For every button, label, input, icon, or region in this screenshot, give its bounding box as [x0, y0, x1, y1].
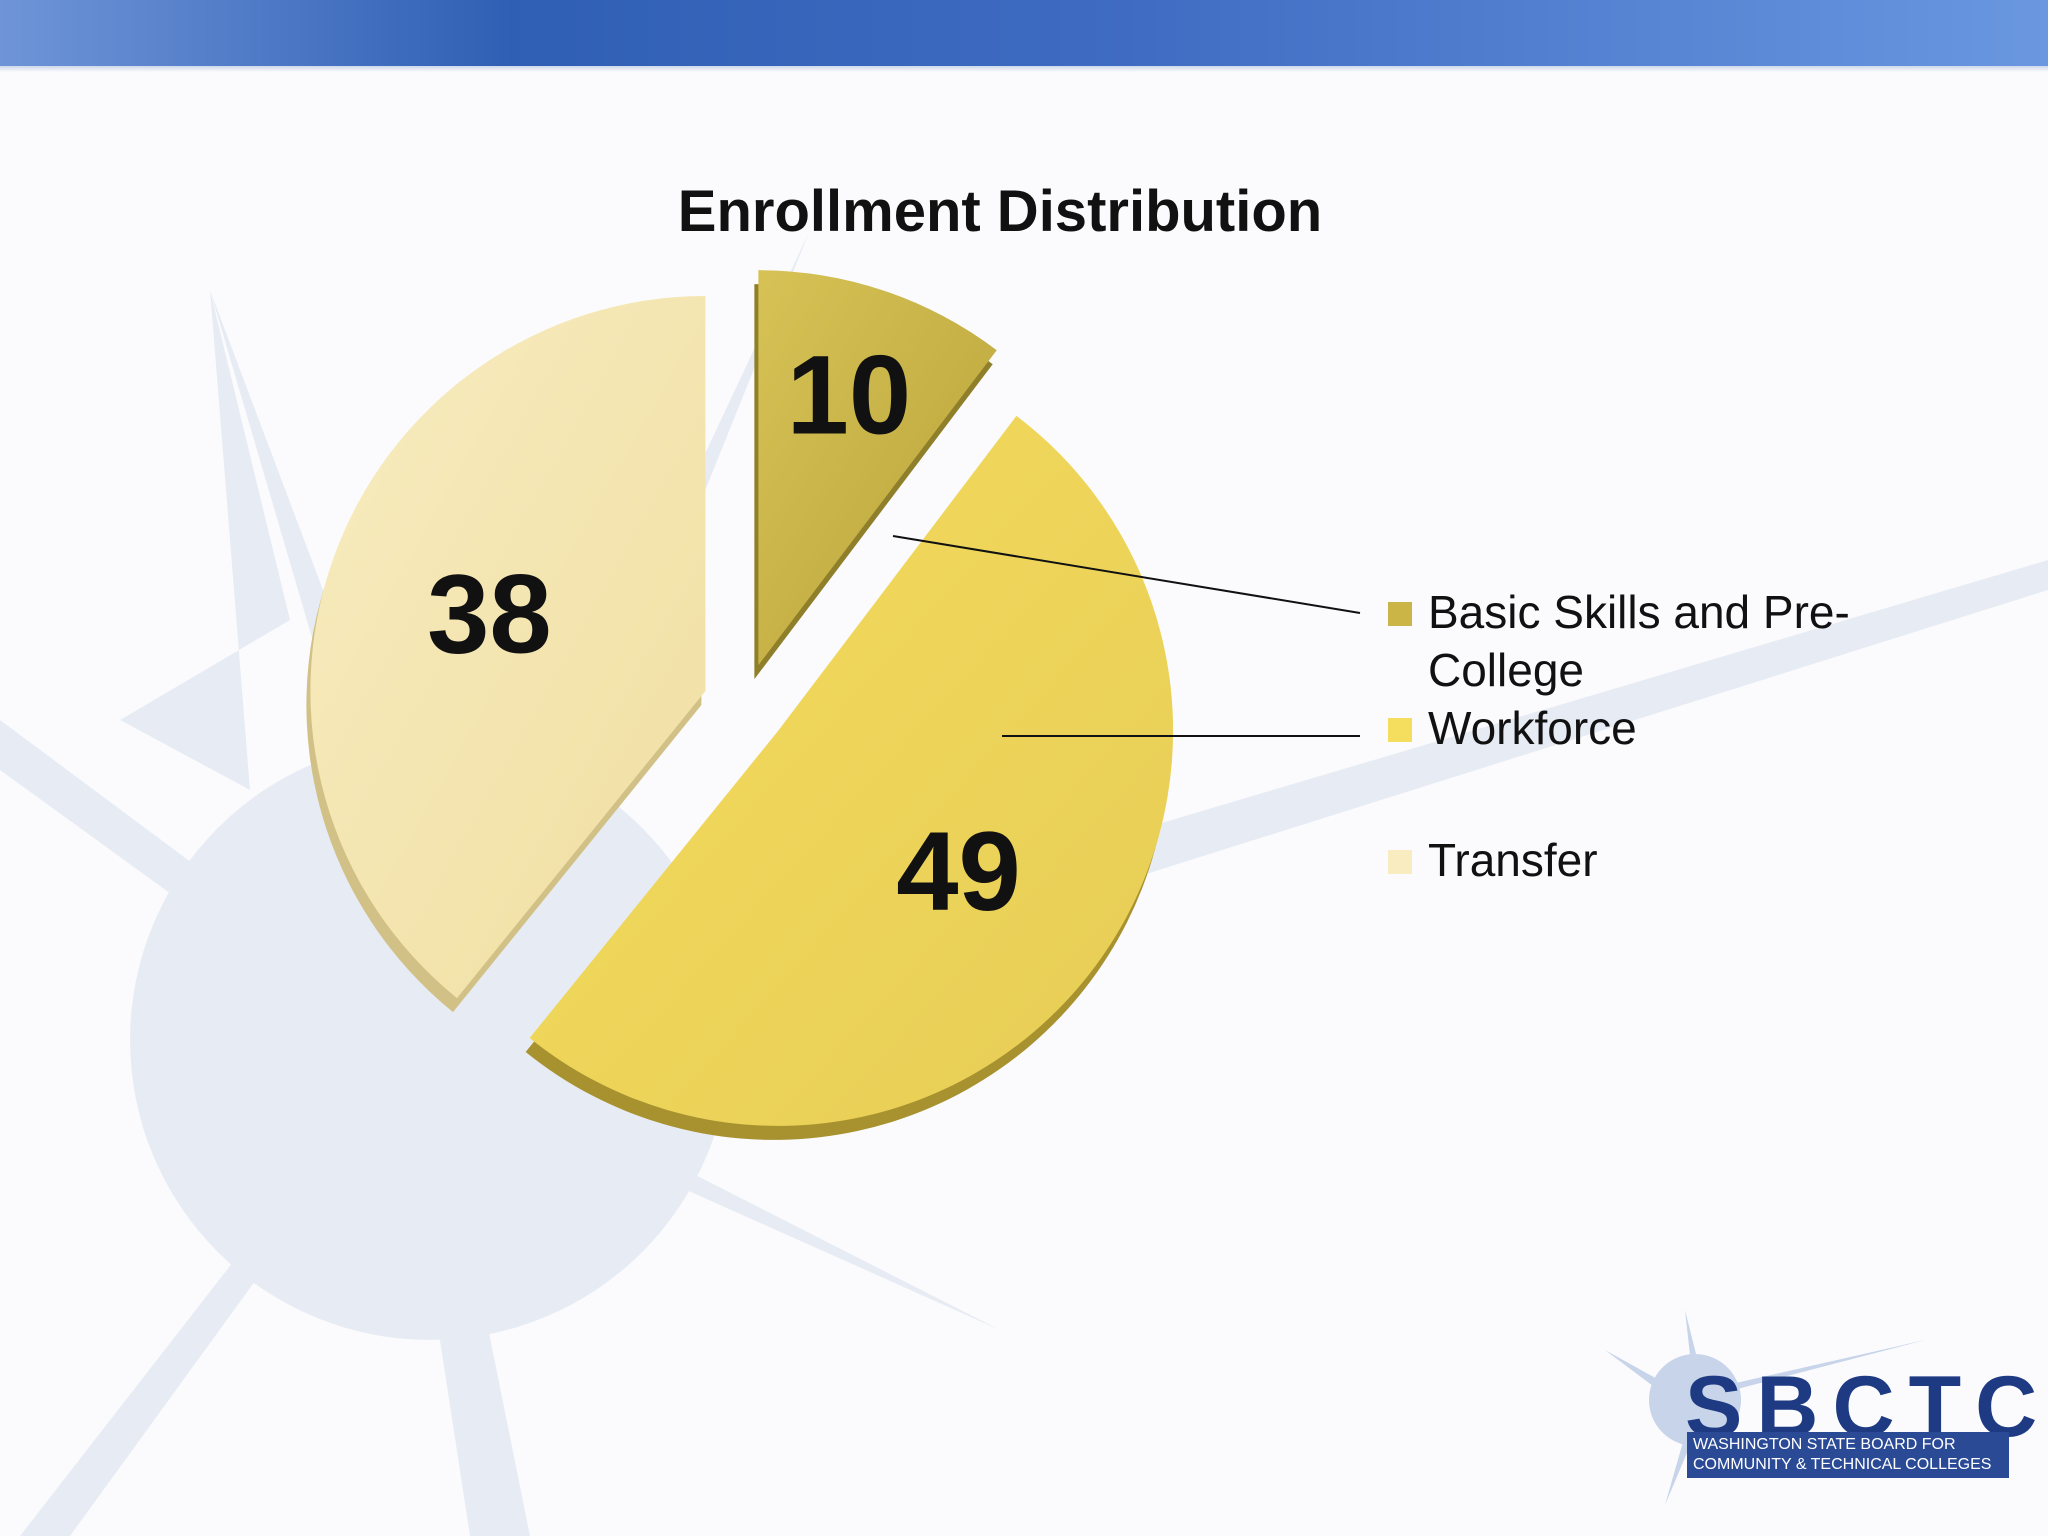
header-bar-shadow	[0, 66, 2048, 72]
legend-label: Basic Skills and Pre-	[1428, 586, 1850, 638]
leader-line	[892, 535, 1361, 614]
legend-swatch	[1388, 602, 1412, 626]
data-label-basic-skills: 10	[787, 333, 912, 458]
data-label-transfer: 38	[427, 552, 552, 677]
legend-label: Transfer	[1428, 834, 1598, 886]
logo-star-icon	[1605, 1310, 1925, 1505]
data-label-workforce: 49	[896, 809, 1021, 934]
slice-workforce	[529, 415, 1174, 1126]
slice-basic-skills	[758, 270, 997, 666]
logo-subtitle-line1: WASHINGTON STATE BOARD FOR	[1693, 1436, 1956, 1453]
header-bar	[0, 0, 2048, 66]
legend-label: Workforce	[1428, 702, 1637, 754]
legend-label: College	[1428, 644, 1584, 696]
chart-title: Enrollment Distribution	[677, 179, 1323, 244]
legend-swatch	[1388, 718, 1412, 742]
sbctc-logo: SBCTC WASHINGTON STATE BOARD FOR COMMUNI…	[1605, 1310, 2037, 1510]
logo-subtitle-line2: COMMUNITY & TECHNICAL COLLEGES	[1693, 1456, 1992, 1473]
logo-subtitle: WASHINGTON STATE BOARD FOR COMMUNITY & T…	[1687, 1432, 2009, 1478]
legend-swatch	[1388, 850, 1412, 874]
slice-transfer	[310, 295, 706, 999]
